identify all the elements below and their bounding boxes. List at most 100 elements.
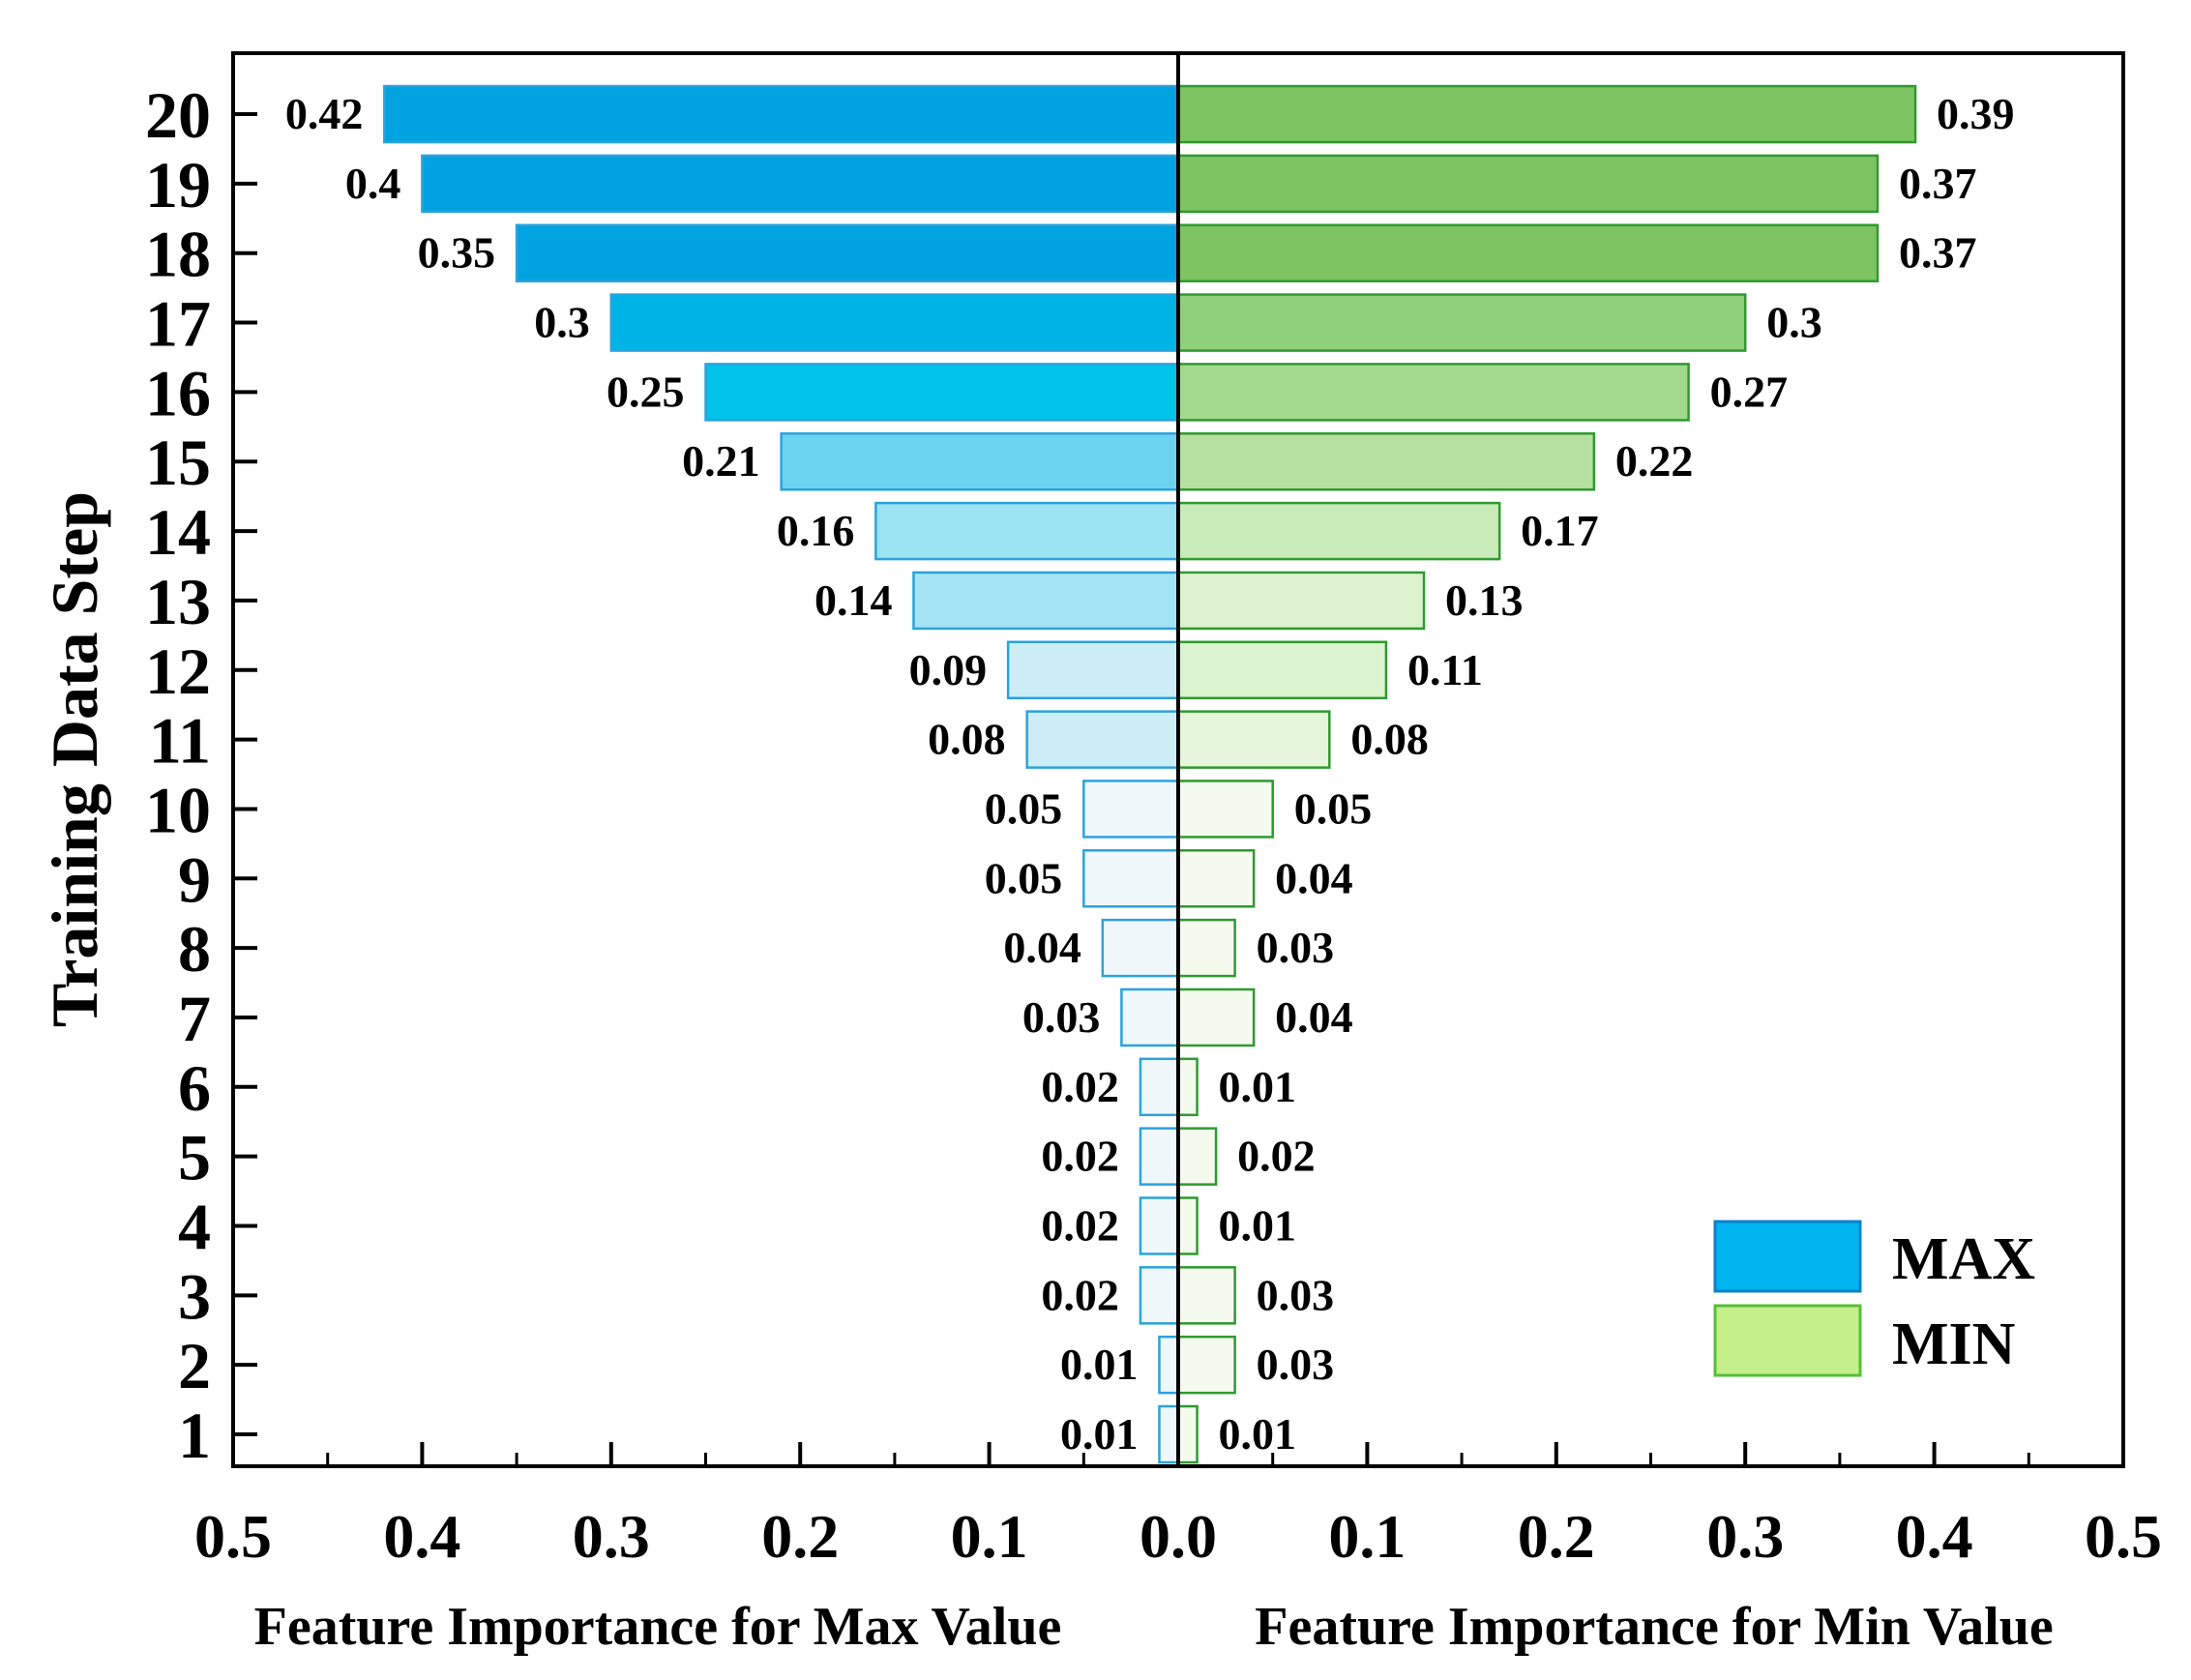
min-value-label-step-10: 0.05 xyxy=(1294,783,1373,833)
value-labels-group: 0.01 0.01 0.02 0.02 0.02 0.02 0.03 0.04 0.05 0.05… xyxy=(285,89,2015,1459)
min-bar-step-11 xyxy=(1176,710,1331,769)
y-tick-label-17: 17 xyxy=(145,287,211,361)
y-tick-label-10: 10 xyxy=(145,773,211,846)
max-value-label-step-7: 0.03 xyxy=(1022,992,1101,1042)
x-tick-label-3: 0.2 xyxy=(761,1502,839,1571)
min-value-label-step-1: 0.01 xyxy=(1219,1409,1297,1459)
min-value-label-step-5: 0.02 xyxy=(1237,1132,1316,1181)
y-tick-label-16: 16 xyxy=(145,356,211,429)
max-value-label-step-9: 0.05 xyxy=(985,853,1063,902)
x-ticks-group: 0.5 0.4 0.3 0.2 0.1 0.0 0.1 0.2 0.3 0.4 0.5 xyxy=(194,1442,2162,1571)
min-value-label-step-11: 0.08 xyxy=(1350,715,1429,764)
min-bar-step-10 xyxy=(1176,780,1274,839)
max-bar-step-1 xyxy=(1158,1404,1180,1464)
min-bar-step-5 xyxy=(1176,1127,1218,1186)
max-value-label-step-19: 0.4 xyxy=(345,159,401,208)
y-tick-label-8: 8 xyxy=(178,912,211,986)
min-bar-step-18 xyxy=(1176,223,1880,282)
min-bar-step-9 xyxy=(1176,849,1256,908)
y-tick-label-11: 11 xyxy=(149,704,211,778)
max-bar-step-17 xyxy=(609,293,1180,352)
min-value-label-step-4: 0.01 xyxy=(1219,1200,1297,1250)
legend-max-label: MAX xyxy=(1892,1226,2035,1292)
min-bar-step-3 xyxy=(1176,1266,1236,1325)
max-bar-step-2 xyxy=(1158,1335,1180,1395)
y-axis-title: Training Data Step xyxy=(38,491,111,1027)
max-value-label-step-17: 0.3 xyxy=(534,298,590,347)
max-value-label-step-14: 0.16 xyxy=(777,506,855,555)
max-bar-step-11 xyxy=(1025,710,1180,769)
min-value-label-step-19: 0.37 xyxy=(1899,159,1977,208)
legend: MAX MIN xyxy=(1713,1220,2035,1377)
legend-min-swatch xyxy=(1713,1304,1862,1377)
max-value-label-step-1: 0.01 xyxy=(1060,1409,1139,1459)
legend-max-swatch xyxy=(1713,1220,1862,1293)
min-bar-step-17 xyxy=(1176,293,1747,352)
max-bar-step-20 xyxy=(383,84,1180,144)
max-value-label-step-12: 0.09 xyxy=(909,645,988,694)
min-value-label-step-3: 0.03 xyxy=(1257,1270,1335,1319)
max-bar-step-16 xyxy=(704,363,1180,422)
y-tick-label-7: 7 xyxy=(178,982,211,1055)
min-bar-step-1 xyxy=(1176,1404,1199,1464)
max-bar-step-14 xyxy=(874,501,1180,561)
max-bar-step-13 xyxy=(912,571,1180,631)
min-value-label-step-7: 0.04 xyxy=(1275,992,1353,1042)
min-bar-step-6 xyxy=(1176,1057,1199,1117)
min-bar-step-8 xyxy=(1176,918,1236,978)
y-tick-label-3: 3 xyxy=(178,1259,211,1333)
max-bar-step-5 xyxy=(1139,1127,1180,1186)
max-bars-group xyxy=(383,84,1180,1464)
x-tick-label-6: 0.1 xyxy=(1328,1502,1406,1571)
y-tick-label-14: 14 xyxy=(145,495,211,569)
min-value-label-step-20: 0.39 xyxy=(1937,89,2015,138)
y-tick-label-2: 2 xyxy=(178,1329,211,1402)
x-tick-label-4: 0.1 xyxy=(951,1502,1028,1571)
x-tick-label-9: 0.4 xyxy=(1896,1502,1973,1571)
max-bar-step-12 xyxy=(1006,640,1180,700)
x-tick-label-1: 0.4 xyxy=(383,1502,460,1571)
max-value-label-step-5: 0.02 xyxy=(1041,1132,1119,1181)
y-tick-label-18: 18 xyxy=(145,218,211,291)
x-tick-label-8: 0.3 xyxy=(1706,1502,1784,1571)
max-bar-step-15 xyxy=(780,431,1180,491)
max-bar-step-6 xyxy=(1139,1057,1180,1117)
min-bar-step-19 xyxy=(1176,154,1880,214)
x-tick-label-0: 0.5 xyxy=(194,1502,272,1571)
min-bars-group xyxy=(1176,84,1917,1464)
y-tick-label-4: 4 xyxy=(178,1190,211,1263)
min-value-label-step-18: 0.37 xyxy=(1899,228,1977,278)
max-bar-step-10 xyxy=(1082,780,1180,839)
min-bar-step-2 xyxy=(1176,1335,1236,1395)
min-value-label-step-15: 0.22 xyxy=(1615,436,1694,486)
x-tick-label-10: 0.5 xyxy=(2085,1502,2162,1571)
min-bar-step-12 xyxy=(1176,640,1388,700)
y-tick-label-13: 13 xyxy=(145,565,211,638)
y-tick-label-19: 19 xyxy=(145,148,211,221)
max-value-label-step-3: 0.02 xyxy=(1041,1270,1119,1319)
min-value-label-step-13: 0.13 xyxy=(1445,575,1524,625)
min-bar-step-16 xyxy=(1176,363,1690,422)
x-tick-label-5: 0.0 xyxy=(1140,1502,1217,1571)
max-value-label-step-8: 0.04 xyxy=(1003,923,1081,972)
max-bar-step-8 xyxy=(1101,918,1180,978)
y-tick-label-6: 6 xyxy=(178,1051,211,1125)
y-tick-label-12: 12 xyxy=(145,634,211,708)
max-value-label-step-16: 0.25 xyxy=(607,367,685,416)
max-value-label-step-10: 0.05 xyxy=(985,783,1063,833)
min-value-label-step-2: 0.03 xyxy=(1257,1340,1335,1389)
max-value-label-step-13: 0.14 xyxy=(814,575,893,625)
y-tick-label-15: 15 xyxy=(145,426,211,499)
x-tick-label-2: 0.3 xyxy=(573,1502,650,1571)
legend-min-label: MIN xyxy=(1892,1312,2015,1377)
max-value-label-step-2: 0.01 xyxy=(1060,1340,1139,1389)
y-tick-label-5: 5 xyxy=(178,1121,211,1194)
min-value-label-step-16: 0.27 xyxy=(1710,367,1789,416)
min-value-label-step-12: 0.11 xyxy=(1407,645,1483,694)
x-axis-title-left: Feature Importance for Max Value xyxy=(254,1597,1062,1657)
min-value-label-step-8: 0.03 xyxy=(1257,923,1335,972)
max-bar-step-4 xyxy=(1139,1196,1180,1255)
min-bar-step-20 xyxy=(1176,84,1917,144)
max-bar-step-9 xyxy=(1082,849,1180,908)
